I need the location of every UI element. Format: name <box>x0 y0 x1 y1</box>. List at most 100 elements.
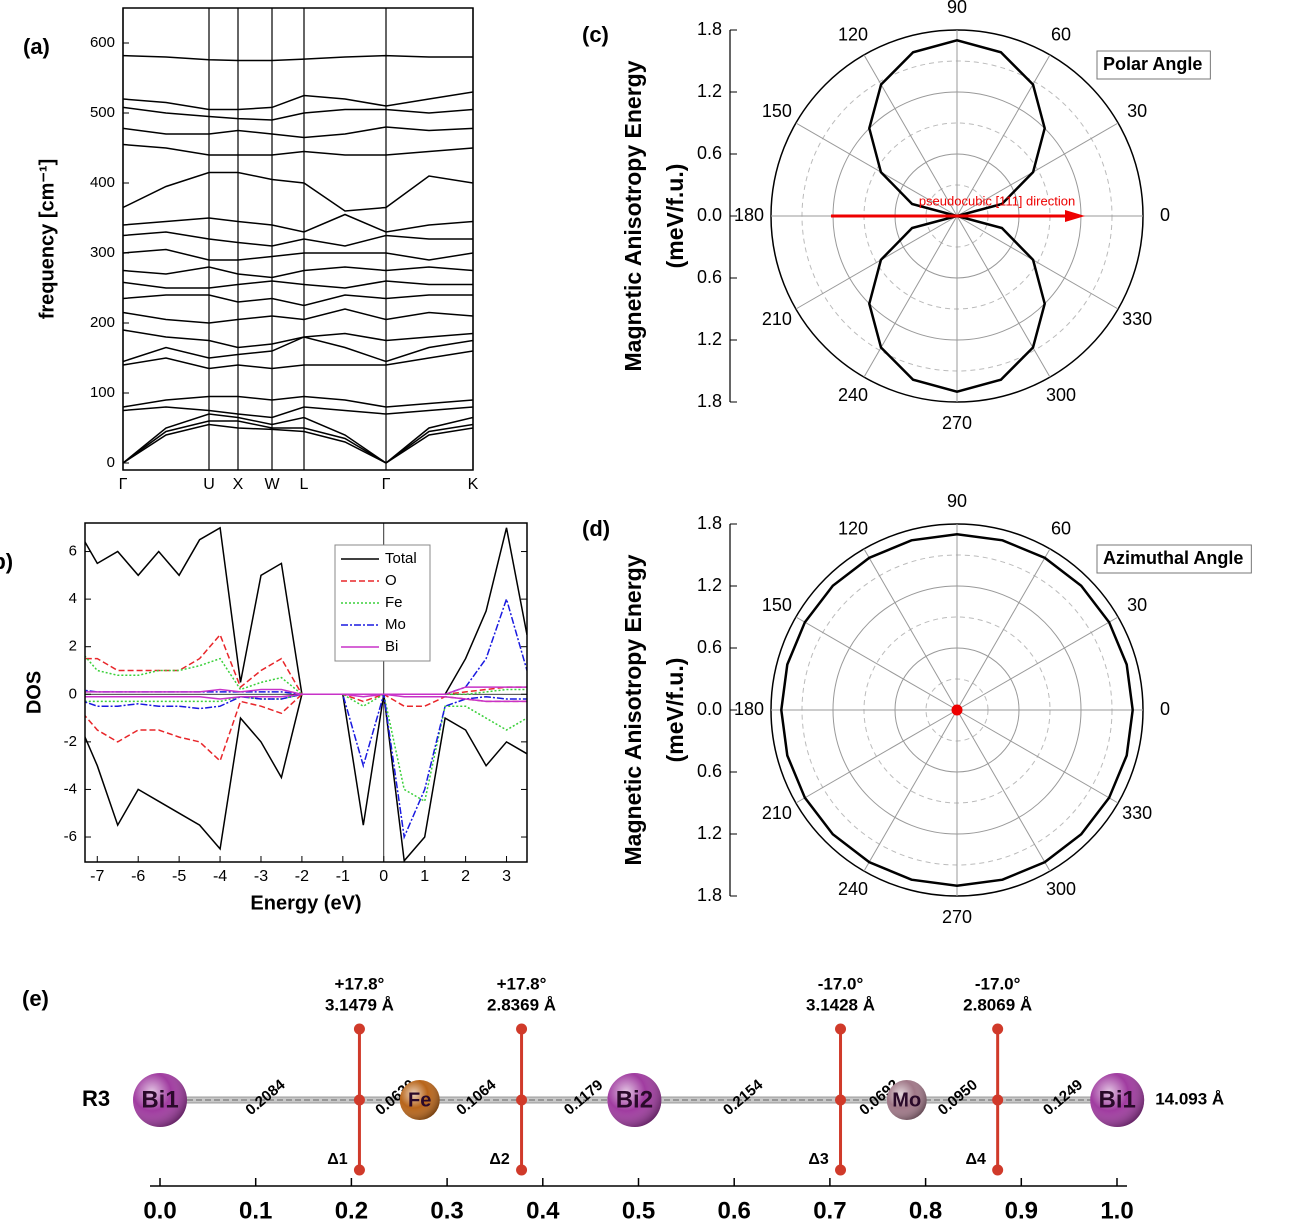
panel-label: (b) <box>0 549 13 574</box>
marker-label: Δ2 <box>489 1151 510 1168</box>
atom-shade <box>133 1073 187 1127</box>
angle-tick-label: 30 <box>1127 101 1147 121</box>
atom-shade <box>399 1080 440 1120</box>
angle-tick-label: 210 <box>762 309 792 329</box>
marker-label: Δ4 <box>965 1151 986 1168</box>
panel-label: (e) <box>22 986 49 1011</box>
y-tick-label: -4 <box>64 780 77 797</box>
grid-spoke <box>795 616 958 711</box>
atom-shade <box>886 1080 927 1120</box>
series-line-down <box>85 693 527 840</box>
y-tick-label: -6 <box>64 828 77 845</box>
grid-spoke <box>956 709 1119 804</box>
legend-title: Polar Angle <box>1103 54 1202 74</box>
x-tick-label: 1 <box>420 868 429 885</box>
panel-label: (d) <box>582 516 610 541</box>
series-line <box>123 294 473 307</box>
plot-frame <box>122 7 474 471</box>
angle-tick-label: 240 <box>838 879 868 899</box>
grid-spoke <box>956 215 1119 310</box>
series-line <box>85 655 527 696</box>
annotation: pseudocubic [111] direction <box>919 193 1075 208</box>
angle-tick-label: 30 <box>1127 595 1147 615</box>
series-line <box>123 329 473 349</box>
panel-label: (c) <box>582 22 609 47</box>
x-tick-label: -7 <box>90 868 104 885</box>
marker-label: Δ3 <box>808 1151 829 1168</box>
marker-dot <box>353 1094 365 1106</box>
series-line-down <box>85 693 527 803</box>
series-line <box>123 336 473 363</box>
marker-angle: -17.0° <box>818 974 864 993</box>
y-axis-unit: (meV/f.u.) <box>662 164 688 269</box>
x-tick-label: 0.8 <box>909 1197 942 1224</box>
angle-tick-label: 120 <box>838 25 868 45</box>
y-tick-label: 0 <box>69 685 77 702</box>
x-axis-label: Energy (eV) <box>250 892 361 914</box>
series-line <box>123 106 473 121</box>
total-length: 14.093 Å <box>1155 1089 1224 1108</box>
atom-shade <box>607 1073 662 1127</box>
y-tick-label: 0 <box>107 454 115 471</box>
x-tick-label: -2 <box>295 868 309 885</box>
y-axis-label: Magnetic Anisotropy Energy <box>620 554 646 865</box>
angle-tick-label: 300 <box>1046 879 1076 899</box>
x-tick-label: L <box>300 476 309 493</box>
marker-dot <box>992 1023 1004 1035</box>
radial-tick-label: 1.2 <box>697 81 722 101</box>
y-tick-label: 600 <box>90 34 115 51</box>
angle-tick-label: 330 <box>1122 803 1152 823</box>
radial-tick-label: 1.8 <box>697 391 722 411</box>
radial-tick-label: 0.6 <box>697 267 722 287</box>
grid-spoke <box>795 709 958 804</box>
marker-angle: +17.8° <box>497 974 547 993</box>
marker-dot <box>835 1164 847 1176</box>
marker-dot <box>835 1023 847 1035</box>
grid-spoke <box>863 215 958 378</box>
y-tick-label: 200 <box>90 314 115 331</box>
radial-tick-label: 1.8 <box>697 513 722 533</box>
panel-label: (a) <box>23 34 50 59</box>
grid-spoke <box>956 215 1051 378</box>
angle-tick-label: 150 <box>762 595 792 615</box>
atom-label: Mo <box>892 1089 921 1111</box>
radial-tick-label: 0.6 <box>697 761 722 781</box>
angle-tick-label: 90 <box>947 0 967 17</box>
angle-tick-label: 270 <box>942 413 972 433</box>
series-line-down <box>85 693 527 703</box>
grid-spoke <box>956 122 1119 217</box>
x-tick-label: K <box>468 476 479 493</box>
atom-label: Fe <box>408 1089 431 1111</box>
x-tick-label: -3 <box>254 868 268 885</box>
series-line <box>123 248 473 261</box>
series-line <box>123 91 473 111</box>
series-line <box>123 395 473 408</box>
series-line <box>123 423 473 464</box>
y-tick-label: 400 <box>90 174 115 191</box>
series-line <box>123 413 473 464</box>
x-tick-label: -4 <box>213 868 227 885</box>
series-line <box>123 266 473 279</box>
x-tick-label: Γ <box>382 476 391 493</box>
marker-angle: +17.8° <box>335 974 385 993</box>
y-tick-label: 300 <box>90 244 115 261</box>
radial-tick-label: 0.6 <box>697 143 722 163</box>
marker-dot <box>992 1164 1004 1176</box>
legend-label: Total <box>385 550 417 567</box>
angle-tick-label: 0 <box>1160 205 1170 225</box>
angle-tick-label: 60 <box>1051 519 1071 539</box>
series-group <box>85 526 527 862</box>
radial-tick-label: 0.0 <box>697 699 722 719</box>
marker-length: 2.8369 Å <box>487 995 556 1014</box>
grid-spoke <box>863 54 958 217</box>
angle-tick-label: 180 <box>734 205 764 225</box>
angle-tick-label: 120 <box>838 519 868 539</box>
atom-label: Bi2 <box>616 1086 653 1113</box>
x-tick-label: 0.5 <box>622 1197 655 1224</box>
row-label: R3 <box>82 1086 110 1111</box>
y-axis-label: DOS <box>23 671 45 714</box>
marker-length: 2.8069 Å <box>963 995 1032 1014</box>
grid-spoke <box>863 709 958 872</box>
